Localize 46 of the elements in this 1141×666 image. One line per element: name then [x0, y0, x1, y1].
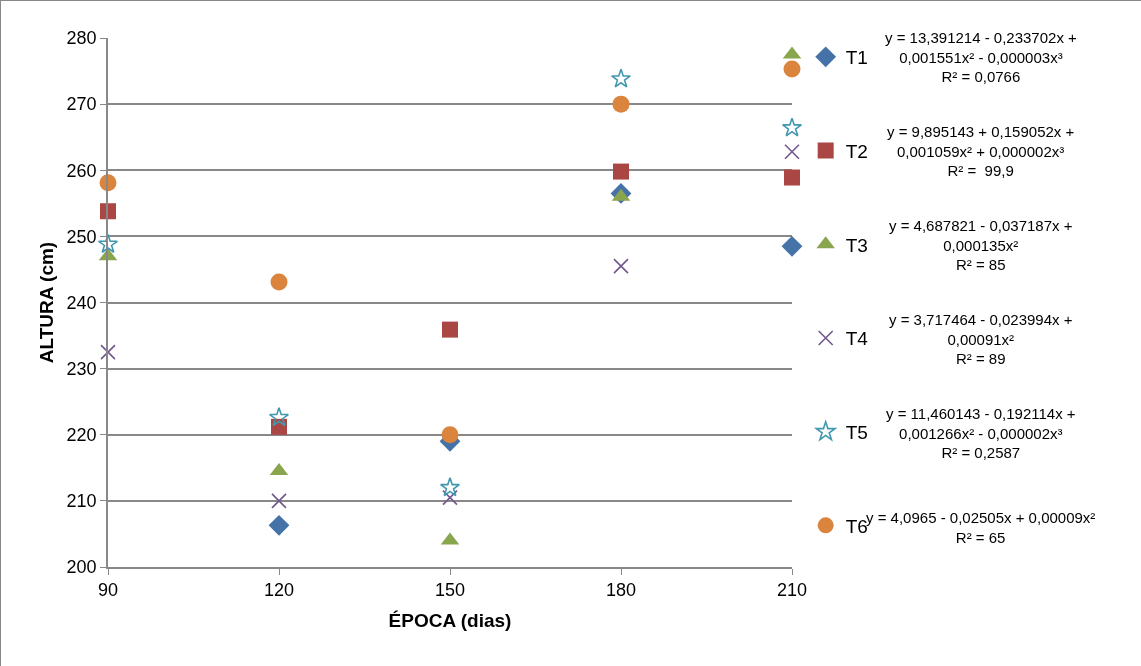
- point: [781, 117, 803, 137]
- point: [442, 489, 458, 506]
- text: y = 3,717464 - 0,023994x + 0,00091x² R² = 89: [889, 311, 1073, 367]
- point: [271, 493, 287, 509]
- point: [439, 477, 461, 497]
- y-tick-label: 220: [66, 425, 97, 446]
- x-tick-label: 210: [776, 580, 808, 601]
- text: y = 9,895143 + 0,159052x + 0,001059x² + 0,000002x³ R² = 99,9: [887, 123, 1075, 179]
- point: [100, 344, 116, 360]
- point: [268, 514, 290, 536]
- x-axis-title: ÉPOCA (dias): [388, 609, 512, 631]
- legend-label: T3: [845, 234, 868, 256]
- text: y = 4,687821 - 0,037187x + 0,000135x² R² = 85: [889, 217, 1073, 273]
- text: y = 11,460143 - 0,192114x + 0,001266x² - 0,000002x³ R² = 0,2587: [886, 405, 1076, 461]
- legend-label: T2: [845, 140, 868, 162]
- point: [613, 163, 629, 180]
- point: [442, 321, 458, 338]
- point: [268, 406, 290, 427]
- legend-label: T1: [845, 47, 868, 69]
- point: [784, 169, 800, 186]
- point: [781, 235, 803, 257]
- point: [783, 60, 801, 78]
- y-tick-label: 210: [66, 491, 97, 512]
- point: [784, 143, 800, 160]
- y-axis-title: ALTURA (cm): [35, 241, 57, 364]
- y-tick-label: 250: [66, 226, 97, 247]
- point: [270, 273, 288, 291]
- y-tick-label: 260: [66, 160, 97, 181]
- y-tick-label: 240: [66, 292, 97, 313]
- y-tick-label: 230: [66, 358, 97, 379]
- point: [612, 95, 630, 113]
- point: [613, 258, 629, 274]
- legend-label: T5: [845, 422, 868, 444]
- x-tick-label: 150: [434, 580, 466, 601]
- text: y = 4,0965 - 0,02505x + 0,00009x² R² = 65: [866, 509, 1096, 546]
- point: [97, 233, 119, 254]
- legend-label: T4: [845, 328, 869, 350]
- y-tick-label: 270: [66, 94, 97, 115]
- y-tick-label: 200: [66, 557, 97, 578]
- x-tick-label: 90: [97, 580, 119, 601]
- x-tick-label: 120: [263, 580, 295, 601]
- x-tick-label: 180: [605, 580, 637, 601]
- text: y = 13,391214 - 0,233702x + 0,001551x² - 0,000003x³ R² = 0,0766: [885, 29, 1078, 85]
- point: [610, 68, 632, 88]
- point: [441, 426, 459, 444]
- y-tick-label: 280: [66, 28, 97, 49]
